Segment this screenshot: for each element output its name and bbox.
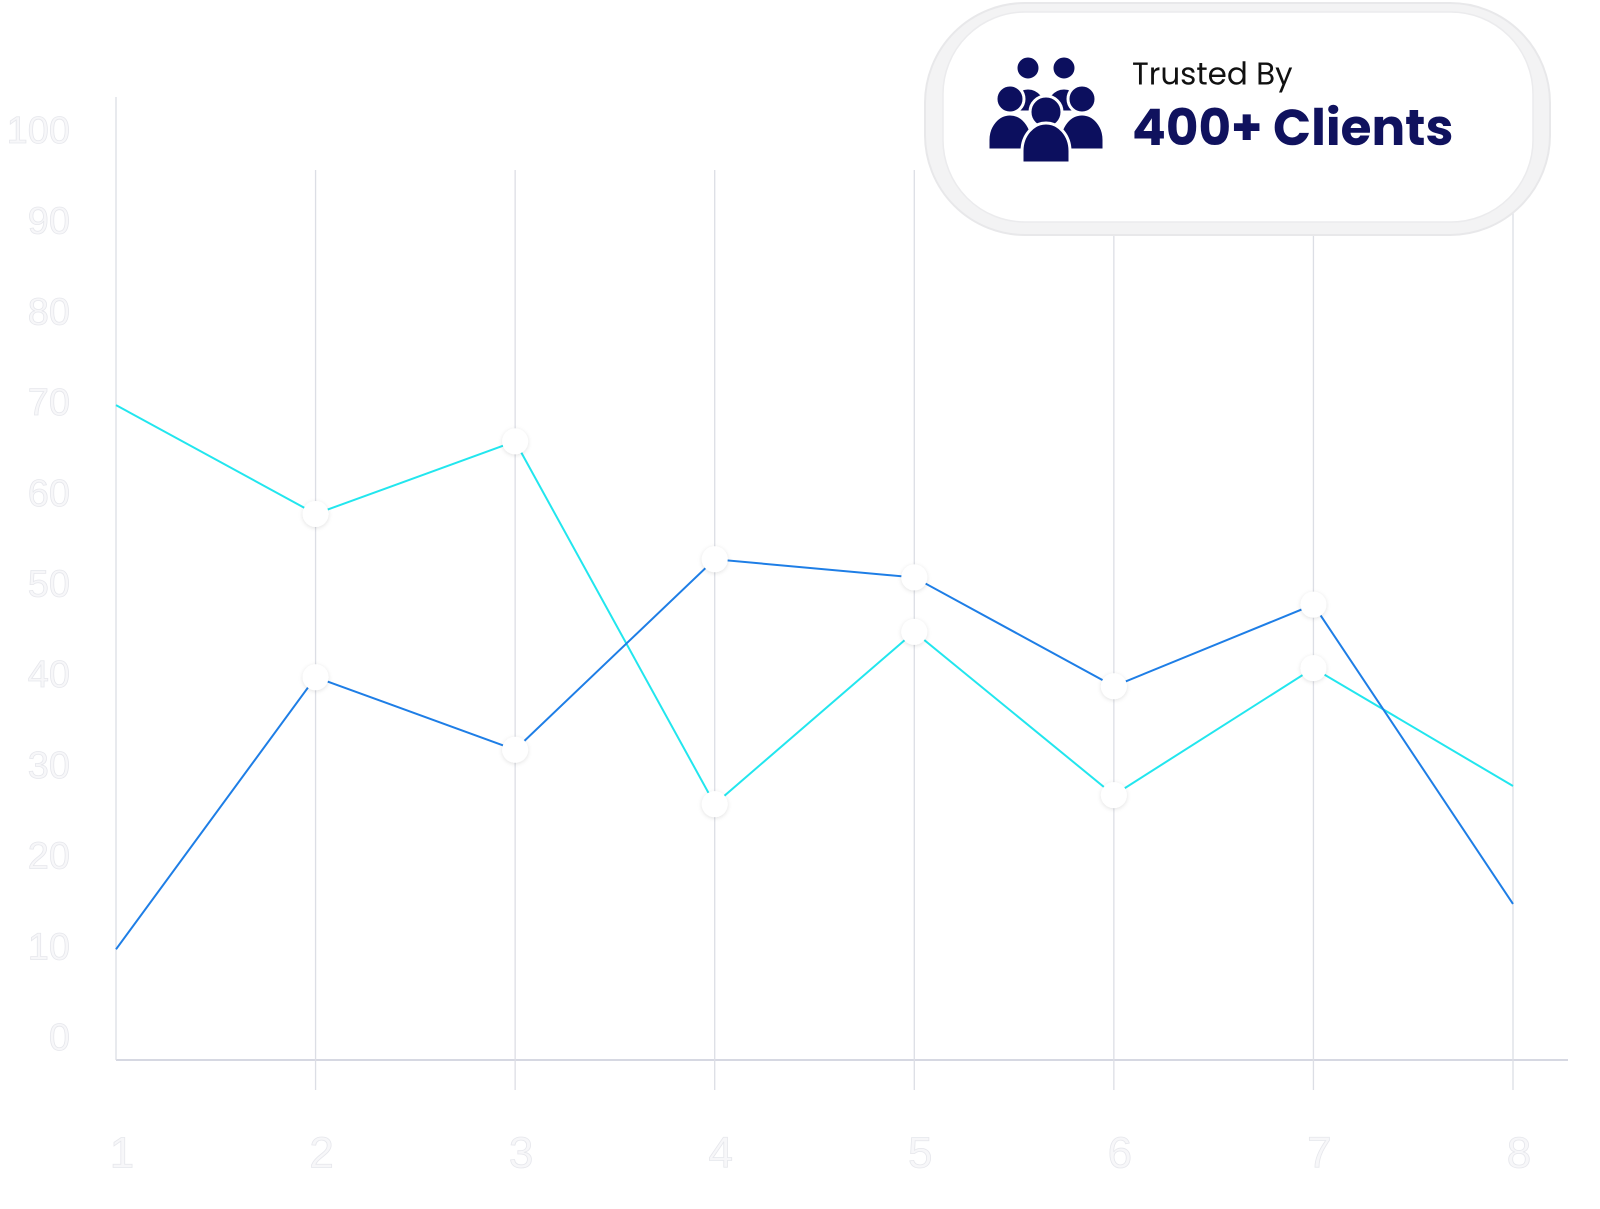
y-tick-label: 60: [28, 473, 70, 515]
lines: [115, 404, 1514, 950]
x-tick-label: 6: [1108, 1129, 1132, 1178]
markers: [302, 428, 1327, 818]
y-tick-label: 30: [28, 745, 70, 787]
y-tick-label: 70: [28, 382, 70, 424]
point-marker: [701, 791, 728, 818]
point-marker: [901, 564, 928, 591]
people-icon: [986, 54, 1106, 165]
badge-inner: [942, 11, 1534, 223]
y-tick-label: 100: [7, 110, 70, 152]
y-tick-label: 50: [28, 564, 70, 606]
badge-label: Trusted By: [1132, 52, 1293, 96]
point-marker: [1100, 782, 1127, 809]
point-marker: [1300, 591, 1327, 618]
x-tick-label: 4: [708, 1129, 732, 1178]
series-line: [115, 558, 1514, 950]
y-tick-label: 80: [28, 291, 70, 333]
badge: Trusted By 400+ Clients: [924, 2, 1551, 236]
x-tick-label: 2: [309, 1129, 333, 1178]
grid: [115, 97, 1568, 1090]
y-tick-label: 20: [28, 836, 70, 878]
x-tick-label: 5: [908, 1129, 932, 1178]
y-tick-label: 10: [28, 926, 70, 968]
y-tick-label: 40: [28, 654, 70, 696]
y-tick-label: 0: [49, 1017, 70, 1059]
point-marker: [302, 500, 329, 527]
point-marker: [502, 736, 529, 763]
point-marker: [1300, 655, 1327, 682]
point-marker: [901, 618, 928, 645]
point-marker: [701, 546, 728, 573]
x-tick-label: 7: [1307, 1129, 1331, 1178]
x-tick-label: 8: [1507, 1129, 1531, 1178]
y-tick-label: 90: [28, 201, 70, 243]
series-line: [115, 404, 1514, 806]
point-marker: [302, 664, 329, 691]
point-marker: [502, 428, 529, 455]
point-marker: [1100, 673, 1127, 700]
x-tick-label: 1: [110, 1129, 134, 1178]
badge-value: 400+ Clients: [1132, 92, 1453, 163]
x-tick-label: 3: [509, 1129, 533, 1178]
